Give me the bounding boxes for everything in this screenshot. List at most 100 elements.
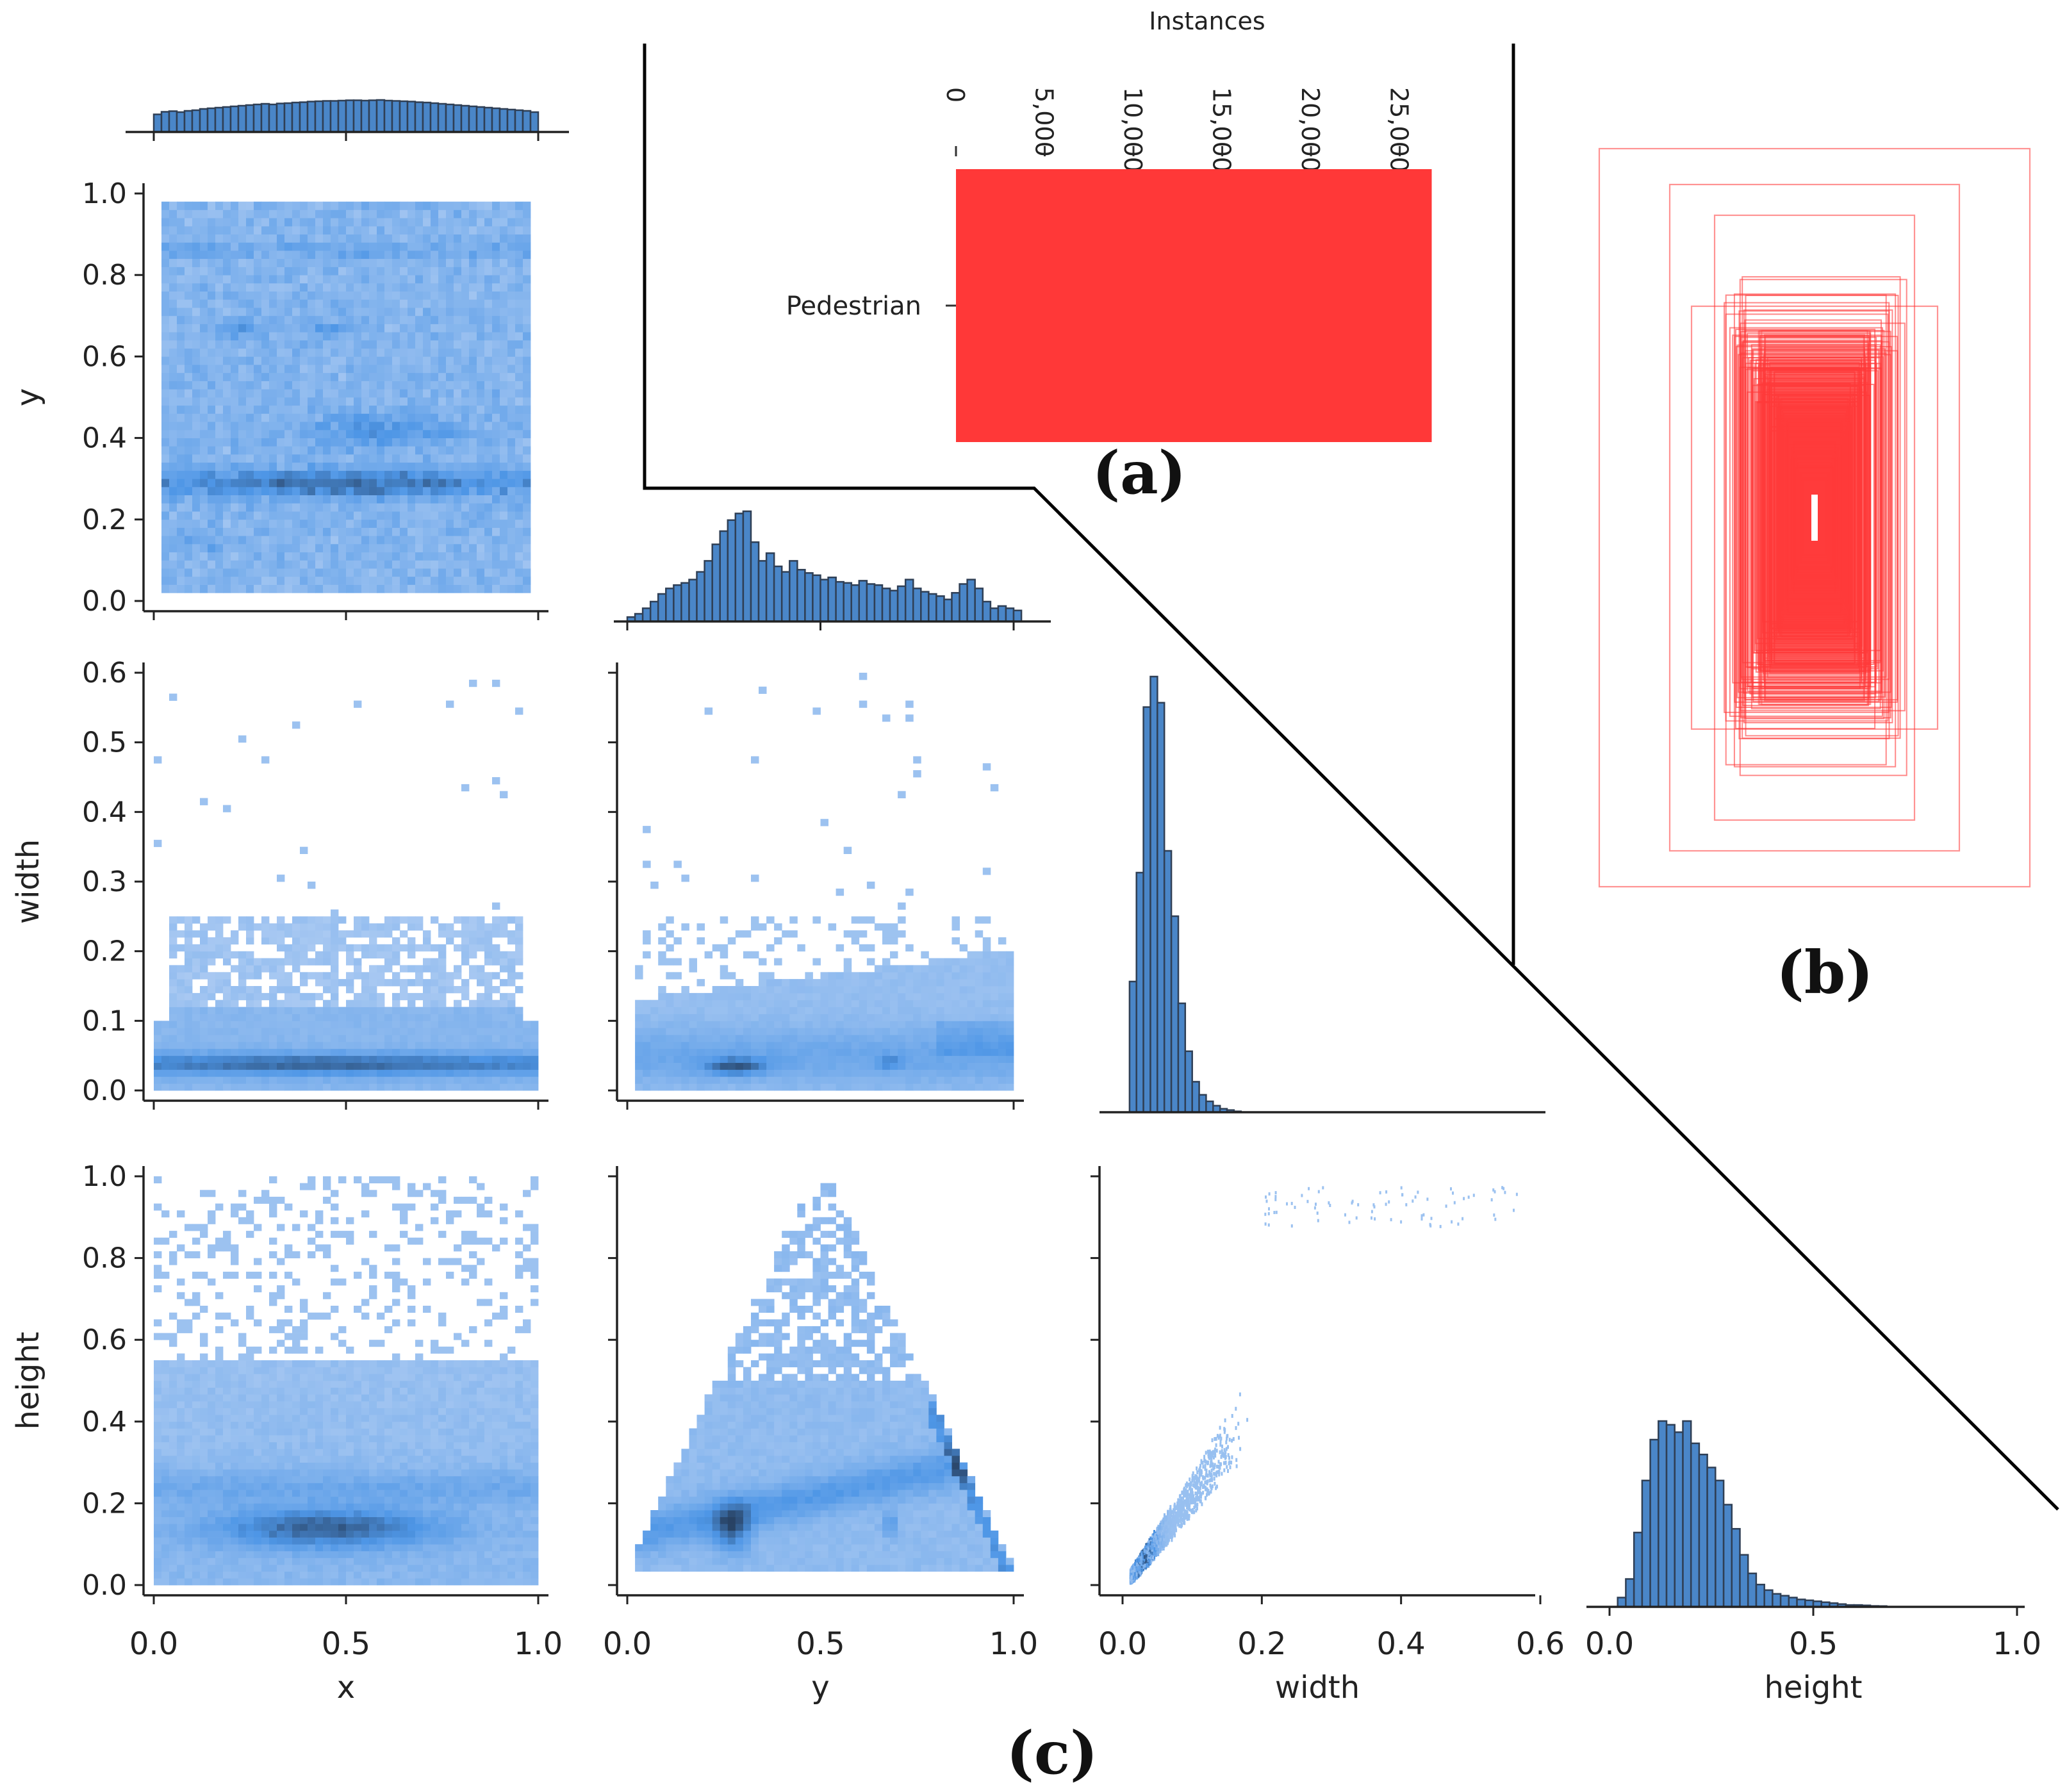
density-cell <box>967 1062 976 1070</box>
density-cell <box>185 251 193 259</box>
density-cell <box>515 381 523 390</box>
density-cell <box>338 348 347 357</box>
density-cell <box>300 1014 308 1021</box>
density-cell <box>1005 972 1014 980</box>
density-cell <box>515 944 523 952</box>
density-cell <box>469 365 477 374</box>
density-cell <box>185 1041 193 1049</box>
density-cell <box>492 1048 500 1056</box>
density-cell <box>681 992 689 1001</box>
density-cell <box>461 1021 470 1028</box>
density-cell <box>254 340 262 349</box>
density-cell <box>308 324 316 333</box>
density-cell <box>254 234 262 243</box>
density-cell <box>959 979 968 987</box>
density-cell <box>308 446 316 455</box>
density-cell <box>215 1435 224 1443</box>
density-cell <box>975 1069 984 1077</box>
density-cell <box>154 1333 162 1340</box>
density-cell <box>292 462 301 471</box>
density-cell <box>200 381 208 390</box>
density-cell <box>759 1048 767 1056</box>
density-cell <box>446 405 454 414</box>
density-cell <box>392 218 400 227</box>
density-cell <box>415 413 424 422</box>
density-cell <box>998 951 1007 958</box>
density-cell <box>346 495 354 504</box>
density-cell <box>192 536 201 545</box>
density-cell <box>874 1014 883 1021</box>
density-cell <box>200 251 208 259</box>
density-cell <box>408 422 416 431</box>
density-cell <box>300 201 308 210</box>
density-cell <box>500 438 508 447</box>
density-cell <box>492 902 500 910</box>
density-cell <box>292 916 301 924</box>
density-cell <box>658 992 666 1001</box>
density-cell <box>384 422 393 431</box>
density-cell <box>331 267 339 275</box>
density-cell <box>408 429 416 438</box>
density-cell <box>200 389 208 398</box>
density-cell <box>461 568 470 577</box>
density-cell <box>231 1524 239 1531</box>
density-cell <box>277 1578 285 1586</box>
density-cell <box>975 1014 984 1021</box>
density-cell <box>315 552 324 561</box>
density-cell <box>300 275 308 284</box>
density-cell <box>446 1021 454 1028</box>
density-cell <box>238 560 247 569</box>
density-cell <box>315 365 324 374</box>
density-cell <box>454 479 462 488</box>
density-cell <box>423 527 431 536</box>
density-cell <box>315 429 324 438</box>
density-cell <box>975 1083 984 1091</box>
density-cell <box>523 422 531 431</box>
density-cell <box>277 397 285 406</box>
density-cell <box>215 251 224 259</box>
density-cell <box>284 486 293 495</box>
density-cell <box>231 568 239 577</box>
density-cell <box>400 536 408 545</box>
density-cell <box>500 1048 508 1056</box>
density-cell <box>292 536 301 545</box>
density-cell <box>346 397 354 406</box>
density-cell <box>238 291 247 300</box>
density-cell <box>643 1021 651 1028</box>
density-cell <box>431 1048 439 1056</box>
density-cell <box>461 234 470 243</box>
density-cell <box>369 536 377 545</box>
density-cell <box>531 1035 539 1042</box>
density-cell <box>177 1571 185 1579</box>
density-cell <box>384 930 393 938</box>
density-cell <box>300 544 308 553</box>
density-cell <box>231 291 239 300</box>
density-cell <box>507 1076 516 1084</box>
density-cell <box>208 1210 216 1218</box>
density-cell <box>292 365 301 374</box>
density-cell <box>843 1055 852 1063</box>
density-cell <box>346 315 354 324</box>
density-cell <box>331 568 339 577</box>
density-cell <box>277 1014 285 1021</box>
density-cell <box>836 1007 844 1014</box>
density-cell <box>231 1062 239 1070</box>
density-cell <box>515 707 523 715</box>
density-cell <box>238 1415 247 1422</box>
density-cell <box>446 986 454 994</box>
density-cell <box>898 1055 906 1063</box>
density-cell <box>269 1035 277 1042</box>
density-cell <box>423 486 431 495</box>
density-cell <box>438 536 447 545</box>
density-cell <box>500 365 508 374</box>
density-cell <box>936 965 944 973</box>
density-cell <box>346 210 354 218</box>
density-cell <box>477 258 485 267</box>
density-cell <box>215 462 224 471</box>
density-cell <box>261 1401 270 1408</box>
density-cell <box>392 536 400 545</box>
density-cell <box>400 1048 408 1056</box>
density-cell <box>959 972 968 980</box>
density-cell <box>354 916 362 924</box>
density-cell <box>208 242 216 251</box>
